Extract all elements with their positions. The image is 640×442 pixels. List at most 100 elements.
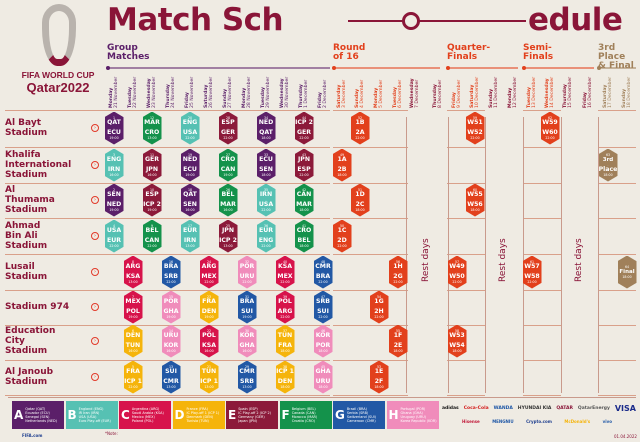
match-badge[interactable]: 45 GHA · URU 18:00 xyxy=(313,360,333,394)
away-team: SUI xyxy=(317,307,329,315)
day-date: 10 December xyxy=(475,76,481,108)
match-badge[interactable]: 53 1E · 2F 18:00 xyxy=(369,360,389,394)
match-badge[interactable]: 22 POL · KSA 16:00 xyxy=(199,324,219,358)
match-badge[interactable]: 14 URU · KOR 16:00 xyxy=(161,324,181,358)
match-badge[interactable]: 37 TUN · FRA 18:00 xyxy=(275,324,295,358)
stadium-location-icon[interactable]: › xyxy=(91,303,99,311)
day-header: Thursday 1 December xyxy=(299,80,309,108)
match-badge[interactable]: 43 JPN · ESP 22:00 xyxy=(294,148,314,182)
match-badge[interactable]: 39 POL · ARG 22:00 xyxy=(275,290,295,324)
stadium-location-icon[interactable]: › xyxy=(91,268,99,276)
match-badge[interactable]: 42 CAN · MAR 18:00 xyxy=(294,183,314,217)
match-badge[interactable]: 36 EUR · ENG 22:00 xyxy=(256,219,276,253)
match-badge[interactable]: 9 BEL · CAN 22:00 xyxy=(142,219,162,253)
match-badge[interactable]: 5 FRA · ICP 1 22:00 xyxy=(123,360,143,394)
match-badge[interactable]: 6 DEN · TUN 16:00 xyxy=(123,324,143,358)
day-date: 13 December xyxy=(532,76,538,108)
match-number: 40 xyxy=(282,259,288,264)
match-number: 45 xyxy=(320,364,326,369)
match-badge[interactable]: 64 Final 18:00 xyxy=(617,255,637,289)
day-date: 9 December xyxy=(457,79,463,108)
row-separator xyxy=(523,325,561,326)
match-badge[interactable]: 4 USA · EUR 22:00 xyxy=(104,219,124,253)
match-badge[interactable]: 58 W53 · W54 18:00 xyxy=(447,324,467,358)
match-badge[interactable]: 46 KOR · POR 18:00 xyxy=(313,324,333,358)
stadium-location-icon[interactable]: › xyxy=(91,161,99,169)
away-team: URU xyxy=(315,377,331,385)
match-badge[interactable]: 15 POR · GHA 19:00 xyxy=(161,290,181,324)
kickoff-time: 22:00 xyxy=(223,136,233,141)
match-badge[interactable]: 23 FRA · DEN 19:00 xyxy=(199,290,219,324)
home-team: 1F xyxy=(393,331,403,339)
match-badge[interactable]: 34 NED · QAT 18:00 xyxy=(256,111,276,145)
stadium-location-icon[interactable]: › xyxy=(91,196,99,204)
match-badge[interactable]: 27 CRO · CAN 19:00 xyxy=(218,148,238,182)
match-badge[interactable]: 26 BEL · MAR 16:00 xyxy=(218,183,238,217)
match-badge[interactable]: 35 IRN · USA 22:00 xyxy=(256,183,276,217)
match-badge[interactable]: 10 ESP · ICP 2 19:00 xyxy=(142,183,162,217)
match-badge[interactable]: 3 ENG · IRN 16:00 xyxy=(104,148,124,182)
group-legend-h: H Portugal (POR) Ghana (GHA) Uruguay (URU) K… xyxy=(386,401,439,429)
match-badge[interactable]: 12 MAR · CRO 13:00 xyxy=(142,111,162,145)
match-badge[interactable]: 21 TUN · ICP 1 13:00 xyxy=(199,360,219,394)
match-badge[interactable]: 24 ARG · MEX 22:00 xyxy=(199,255,219,289)
match-badge[interactable]: 49 1A · 2B 18:00 xyxy=(332,148,352,182)
sponsor-logo: QATAR xyxy=(556,406,573,411)
home-team: SUI xyxy=(165,367,177,375)
match-badge[interactable]: 30 KOR · GHA 16:00 xyxy=(237,324,257,358)
match-badge[interactable]: 41 CRO · BEL 18:00 xyxy=(294,219,314,253)
match-badge[interactable]: 32 POR · URU 22:00 xyxy=(237,255,257,289)
match-badge[interactable]: 13 SUI · CMR 13:00 xyxy=(161,360,181,394)
match-badge[interactable]: 25 JPN · ICP 2 13:00 xyxy=(218,219,238,253)
match-badge[interactable]: 33 ECU · SEN 18:00 xyxy=(256,148,276,182)
match-badge[interactable]: 59 W51 · W52 22:00 xyxy=(465,111,485,145)
match-badge[interactable]: 38 ICP 1 · DEN 18:00 xyxy=(275,360,295,394)
match-badge[interactable]: 62 W59 · W60 22:00 xyxy=(540,111,560,145)
match-number: 42 xyxy=(301,187,307,192)
versus: · xyxy=(227,162,229,167)
match-badge[interactable]: 55 1F · 2E 18:00 xyxy=(388,324,408,358)
match-badge[interactable]: 52 1B · 2A 22:00 xyxy=(350,111,370,145)
match-badge[interactable]: 60 W55 · W56 18:00 xyxy=(465,183,485,217)
day-date: 1 December xyxy=(304,79,310,108)
stadium-location-icon[interactable]: › xyxy=(91,373,99,381)
match-badge[interactable]: 61 W57 · W58 22:00 xyxy=(522,255,542,289)
match-badge[interactable]: 40 KSA · MEX 22:00 xyxy=(275,255,295,289)
kickoff-time: 18:00 xyxy=(261,136,271,141)
match-badge[interactable]: 16 BRA · SRB 22:00 xyxy=(161,255,181,289)
away-team: BEL xyxy=(297,236,311,244)
stadium-location-icon[interactable]: › xyxy=(91,124,99,132)
match-badge[interactable]: 7 MEX · POL 19:00 xyxy=(123,290,143,324)
match-badge[interactable]: 29 CMR · SRB 13:00 xyxy=(237,360,257,394)
match-badge[interactable]: 47 SRB · SUI 22:00 xyxy=(313,290,333,324)
match-badge[interactable]: 54 1G · 2H 22:00 xyxy=(369,290,389,324)
stadium-location-icon[interactable]: › xyxy=(91,337,99,345)
match-badge[interactable]: 57 W49 · W50 22:00 xyxy=(447,255,467,289)
match-badge[interactable]: 17 EUR · IRN 13:00 xyxy=(180,219,200,253)
match-badge[interactable]: 19 NED · ECU 19:00 xyxy=(180,148,200,182)
match-badge[interactable]: 2 SEN · NED 19:00 xyxy=(104,183,124,217)
match-number: 7 xyxy=(131,294,135,299)
match-number: 50 xyxy=(339,223,345,228)
kickoff-time: 18:00 xyxy=(393,349,403,354)
match-badge[interactable]: 8 ARG · KSA 13:00 xyxy=(123,255,143,289)
match-badge[interactable]: 1 QAT · ECU 19:00 xyxy=(104,111,124,145)
day-date: 21 November xyxy=(114,76,120,108)
home-team: POL xyxy=(202,331,216,339)
match-badge[interactable]: 18 QAT · SEN 16:00 xyxy=(180,183,200,217)
phase-label: Finals xyxy=(447,52,478,62)
stadium-location-icon[interactable]: › xyxy=(91,232,99,240)
match-badge[interactable]: 28 ESP · GER 22:00 xyxy=(218,111,238,145)
match-badge[interactable]: 20 ENG · USA 22:00 xyxy=(180,111,200,145)
match-badge[interactable]: 31 BRA · SUI 19:00 xyxy=(237,290,257,324)
match-badge[interactable]: 11 GER · JPN 16:00 xyxy=(142,148,162,182)
match-badge[interactable]: 48 CMR · BRA 22:00 xyxy=(313,255,333,289)
match-badge[interactable]: 56 1H · 2G 22:00 xyxy=(388,255,408,289)
match-badge[interactable]: 44 ICP 2 · GER 22:00 xyxy=(294,111,314,145)
match-badge[interactable]: 63 3rd · Place 18:00 xyxy=(598,148,618,182)
match-badge[interactable]: 50 1C · 2D 22:00 xyxy=(332,219,352,253)
match-badge[interactable]: 51 1D · 2C 18:00 xyxy=(350,183,370,217)
phase-line xyxy=(447,67,518,69)
versus: · xyxy=(113,125,115,130)
day-header: Saturday 10 December xyxy=(470,77,480,108)
